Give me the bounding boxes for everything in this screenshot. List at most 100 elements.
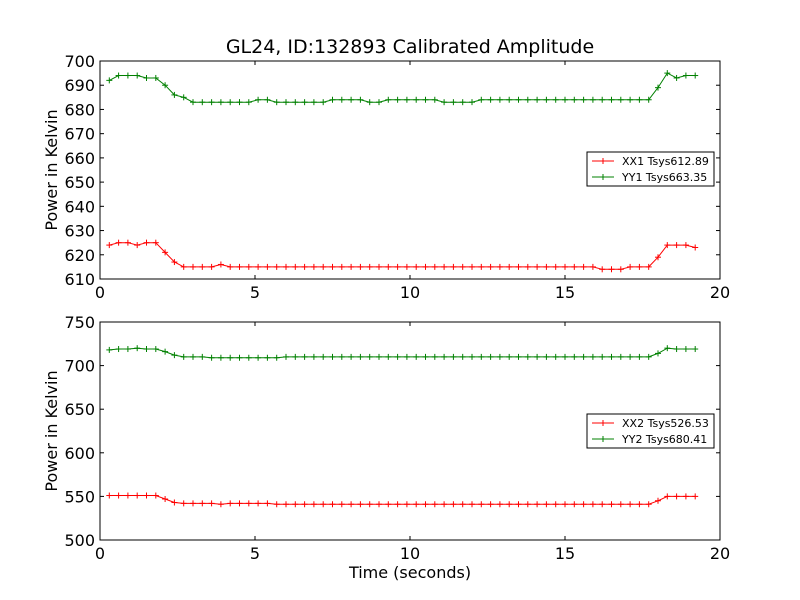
data-point (394, 96, 401, 103)
data-point (664, 242, 671, 249)
data-point (394, 501, 401, 508)
data-point (655, 254, 661, 261)
data-point (543, 263, 550, 270)
data-point (664, 70, 671, 77)
data-point (124, 346, 131, 353)
data-point (450, 99, 457, 106)
data-point (245, 99, 252, 106)
data-point (115, 346, 122, 353)
data-point (329, 263, 336, 270)
data-point (608, 353, 615, 360)
data-point (320, 353, 327, 360)
data-point (124, 492, 131, 499)
data-point (134, 72, 141, 79)
data-point (152, 239, 159, 246)
data-point (376, 99, 382, 106)
data-point (534, 263, 541, 270)
data-point (413, 501, 420, 508)
data-point (301, 501, 308, 508)
data-point (199, 500, 206, 507)
data-point (199, 99, 206, 106)
data-point (692, 244, 699, 251)
data-point (338, 353, 345, 360)
data-point (571, 353, 578, 360)
data-point (255, 500, 262, 507)
data-point (310, 353, 317, 360)
data-point (487, 263, 494, 270)
legend: XX1 Tsys612.89 YY1 Tsys663.35 (586, 151, 715, 187)
data-point (543, 501, 550, 508)
data-point (403, 263, 410, 270)
data-point (134, 242, 141, 249)
data-point (580, 263, 587, 270)
data-point (106, 242, 113, 249)
data-point (283, 501, 289, 508)
data-point (338, 263, 345, 270)
data-point (264, 96, 271, 103)
data-point (283, 353, 289, 360)
data-point (273, 263, 280, 270)
x-tick-label: 20 (710, 283, 730, 302)
y-tick-label: 700 (64, 357, 95, 376)
data-point (403, 353, 410, 360)
x-tick-label: 15 (555, 544, 575, 563)
data-point (143, 492, 150, 499)
data-point (645, 353, 652, 360)
data-point (320, 501, 327, 508)
data-point (245, 263, 252, 270)
x-tick-label: 0 (95, 283, 105, 302)
data-point (162, 82, 169, 89)
data-point (496, 353, 503, 360)
data-point (357, 263, 364, 270)
data-point (496, 96, 503, 103)
data-point (217, 354, 224, 361)
data-point (208, 354, 215, 361)
data-point (562, 263, 568, 270)
data-point (478, 501, 485, 508)
x-tick-label: 20 (710, 544, 730, 563)
data-point (682, 346, 689, 353)
data-point (385, 263, 392, 270)
data-point (199, 353, 206, 360)
data-point (403, 501, 410, 508)
data-point (459, 99, 466, 106)
data-point (422, 501, 429, 508)
legend-box (586, 413, 715, 449)
data-point (552, 501, 559, 508)
data-point (283, 263, 289, 270)
data-point (310, 263, 317, 270)
data-point (255, 263, 262, 270)
data-point (636, 96, 643, 103)
y-tick-label: 600 (64, 444, 95, 463)
data-point (162, 249, 169, 256)
data-point (534, 501, 541, 508)
data-point (673, 242, 680, 249)
data-point (413, 263, 420, 270)
data-point (292, 263, 299, 270)
data-point (441, 353, 448, 360)
data-point (338, 96, 345, 103)
x-axis-label: Time (seconds) (348, 563, 471, 582)
data-point (217, 261, 224, 268)
data-point (180, 94, 187, 101)
data-point (478, 96, 485, 103)
data-point (431, 353, 438, 360)
legend-item: YY1 Tsys663.35 (592, 171, 707, 184)
data-point (366, 263, 373, 270)
data-point (682, 242, 689, 249)
data-point (599, 96, 606, 103)
data-point (506, 353, 513, 360)
data-point (245, 354, 252, 361)
series-2 (106, 345, 699, 361)
data-point (627, 353, 634, 360)
data-point (617, 501, 624, 508)
data-point (273, 99, 280, 106)
data-point (264, 500, 271, 507)
data-point (152, 74, 159, 81)
data-point (543, 96, 550, 103)
data-point (115, 492, 122, 499)
data-point (487, 96, 494, 103)
data-point (469, 501, 475, 508)
data-point (459, 501, 466, 508)
